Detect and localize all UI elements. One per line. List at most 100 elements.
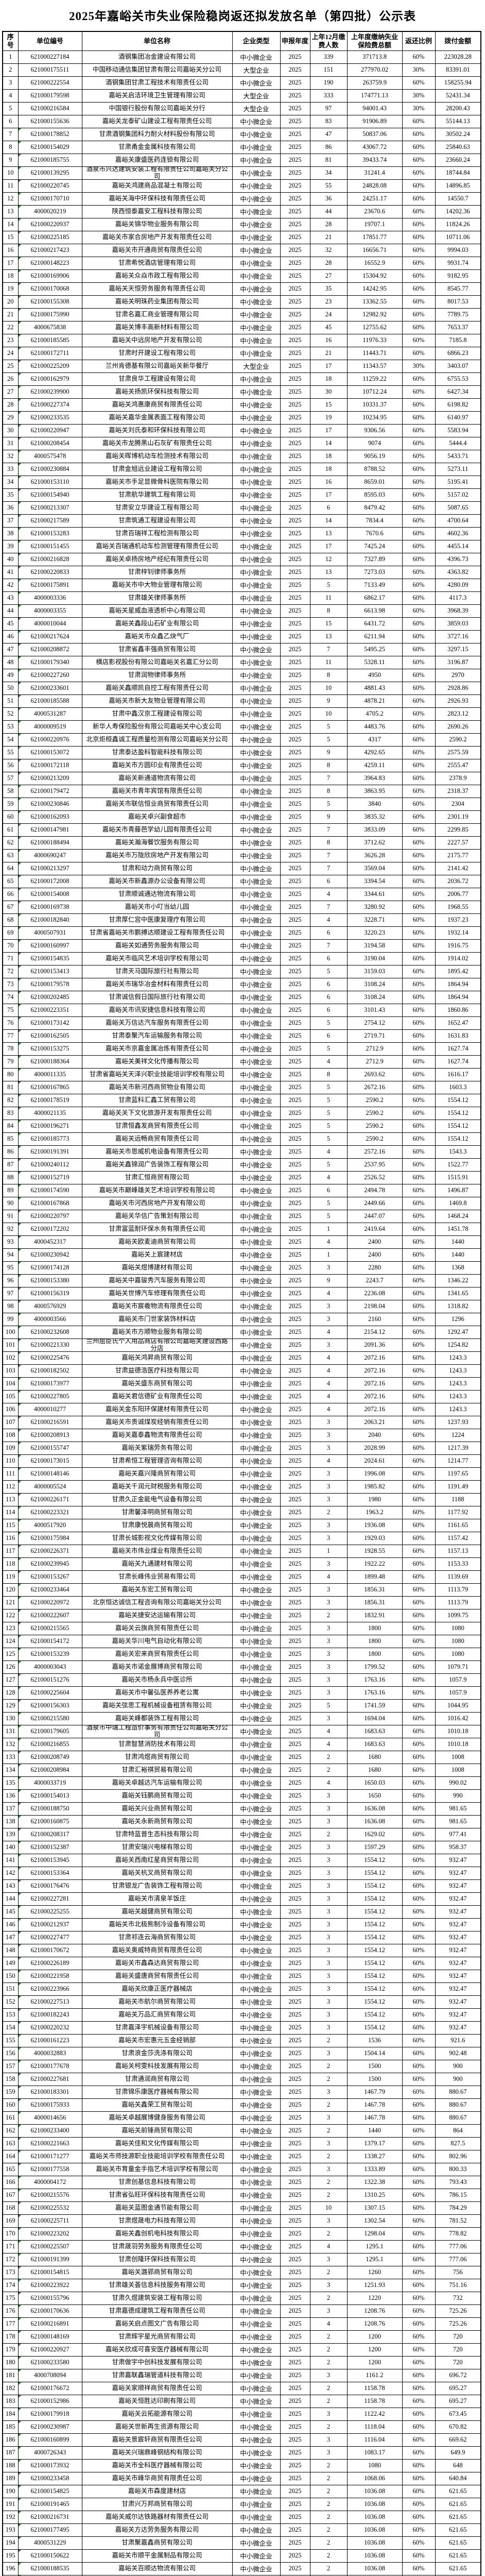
cell-premium-total: 1799.52 [347, 1660, 403, 1674]
cell-people-count: 3 [309, 1956, 348, 1970]
cell-premium-total: 1083.17 [347, 2446, 403, 2460]
cell-enterprise-type: 中小微企业 [232, 1969, 281, 1983]
cell-premium-total: 8788.52 [347, 462, 403, 476]
cell-unit-id: 621000185755 [18, 153, 82, 167]
cell-return-ratio: 60% [402, 256, 436, 270]
cell-row-no: 55 [2, 745, 19, 759]
cell-declare-year: 2025 [280, 308, 310, 321]
cell-premium-total: 1996.08 [347, 1467, 403, 1481]
cell-unit-id: 4000011335 [18, 1067, 82, 1081]
cell-unit-name: 甘肃做宇中创科技发展有限公司 [81, 2355, 233, 2369]
cell-unit-name: 嘉峪关中嘉骏秀汽车服务有限公司 [81, 1274, 233, 1287]
cell-premium-total: 5495.25 [347, 642, 403, 656]
table-row: 25 621000225209 兰州肯德基有限公司嘉峪关新华餐厅 大型企业 2025 17… [2, 359, 481, 373]
cell-premium-total: 2400 [347, 1248, 403, 1262]
cell-return-ratio: 60% [402, 243, 436, 257]
cell-people-count: 4 [309, 1402, 348, 1416]
cell-people-count: 3 [309, 2433, 348, 2447]
cell-premium-total: 6613.98 [347, 604, 403, 618]
cell-paid-amount: 793.43 [435, 2175, 481, 2189]
cell-unit-id: 4000010277 [18, 1402, 82, 1416]
cell-unit-id: 621000154013 [18, 1789, 82, 1803]
cell-declare-year: 2025 [280, 1531, 310, 1545]
cell-paid-amount: 981.65 [435, 1802, 481, 1816]
cell-unit-name: 嘉峪关美祥文化传播有限公司 [81, 1055, 233, 1069]
table-row: 80 4000011335 甘肃省嘉峪关天泽兴职业技能培训学校有限公司 中小微企业 20… [2, 1067, 481, 1081]
cell-paid-amount: 1914.02 [435, 952, 481, 965]
cell-people-count: 3 [309, 1261, 348, 1275]
cell-paid-amount: 7789.75 [435, 308, 481, 321]
table-row: 145 621000225255 嘉峪关越健商贸有限公司 中小微企业 2025 3 1554… [2, 1905, 481, 1919]
cell-unit-id: 621000222554 [18, 76, 82, 90]
cell-return-ratio: 60% [402, 913, 436, 927]
cell-return-ratio: 60% [402, 668, 436, 682]
cell-return-ratio: 60% [402, 2162, 436, 2176]
cell-enterprise-type: 中小微企业 [232, 2085, 281, 2099]
cell-row-no: 194 [2, 2536, 19, 2550]
cell-declare-year: 2025 [280, 1222, 310, 1236]
cell-return-ratio: 60% [402, 192, 436, 206]
cell-unit-name: 嘉峪关市诺金展博商贸有限公司 [81, 1660, 233, 1674]
table-row: 150 621000221958 嘉峪关盛唐商贸有限责任公司 中小微企业 2025 3 15… [2, 1969, 481, 1983]
column-header-paid-amount: 拨付金额 [435, 31, 481, 51]
cell-unit-name: 嘉峪关盛东商贸有限公司 [81, 1377, 233, 1391]
cell-return-ratio: 60% [402, 874, 436, 888]
cell-return-ratio: 60% [402, 1763, 436, 1777]
cell-unit-id: 621000213297 [18, 861, 82, 875]
cell-unit-name: 嘉峪关鑫锦润广告装饰工程有限公司 [81, 1158, 233, 1172]
cell-row-no: 184 [2, 2407, 19, 2421]
cell-row-no: 150 [2, 1969, 19, 1983]
cell-paid-amount: 4602.36 [435, 527, 481, 540]
cell-unit-name: 嘉峪关奥威特商贸有限责任公司 [81, 1943, 233, 1957]
table-row: 27 621000239900 嘉峪关扬凯环保科技有限公司 中小微企业 2025 30 10… [2, 385, 481, 399]
cell-return-ratio: 30% [402, 63, 436, 77]
table-row: 168 621000225532 嘉峪关蓝图金通节能有限公司 中小微企业 2025 10 1… [2, 2201, 481, 2215]
cell-row-no: 20 [2, 295, 19, 309]
cell-enterprise-type: 中小微企业 [232, 372, 281, 386]
cell-row-no: 122 [2, 1608, 19, 1622]
table-row: 71 621000154835 嘉峪关市临风艺术培训学校有限公司 中小微企业 2025 6… [2, 952, 481, 965]
page-title: 2025年嘉峪关市失业保险稳岗返还拟发放名单（第四批）公示表 [69, 10, 416, 23]
table-row: 155 621000161223 嘉峪关市宏惠元五金经销部 中小微企业 2025 2 153… [2, 2033, 481, 2047]
cell-paid-amount: 4396.73 [435, 552, 481, 566]
cell-paid-amount: 1469.8 [435, 1196, 481, 1210]
cell-row-no: 64 [2, 861, 19, 875]
cell-unit-name: 嘉峪关鸿惠康商贸有限责任公司 [81, 398, 233, 412]
cell-enterprise-type: 中小微企业 [232, 1389, 281, 1403]
cell-people-count: 2 [309, 2549, 348, 2563]
cell-enterprise-type: 中小微企业 [232, 1544, 281, 1558]
cell-row-no: 137 [2, 1802, 19, 1816]
cell-unit-name: 横店影视股份有限公司嘉峪关名嘉汇分公司 [81, 655, 233, 669]
cell-unit-id: 621000153110 [18, 475, 82, 489]
cell-paid-amount: 1554.12 [435, 1093, 481, 1107]
table-row: 100 621000232608 嘉峪关市方顺物业服务有限公司 中小微企业 2025 4 2… [2, 1325, 481, 1339]
cell-unit-name: 嘉峪关万品汇商贸有限公司 [81, 2008, 233, 2022]
table-row: 85 621000185773 嘉峪关远畅商贸有限责任公司 中小微企业 2025 5 259… [2, 1132, 481, 1146]
cell-unit-name: 嘉峪关刘氏泰和环保科技有限公司 [81, 423, 233, 437]
cell-row-no: 81 [2, 1080, 19, 1094]
cell-people-count: 3 [309, 1531, 348, 1545]
cell-return-ratio: 60% [402, 2008, 436, 2022]
cell-row-no: 88 [2, 1171, 19, 1184]
cell-unit-id: 621000152387 [18, 1840, 82, 1854]
cell-declare-year: 2025 [280, 1621, 310, 1635]
cell-unit-id: 621000185773 [18, 1132, 82, 1146]
cell-row-no: 75 [2, 1003, 19, 1017]
table-row: 106 4000010277 嘉峪关金东阳环保建材有限责任公司 中小微企业 2025 4 2… [2, 1402, 481, 1416]
cell-unit-id: 4000014656 [18, 2111, 82, 2125]
cell-people-count: 4 [309, 1724, 348, 1738]
cell-paid-amount: 880.67 [435, 2085, 481, 2099]
cell-enterprise-type: 中小微企业 [232, 1686, 281, 1700]
cell-declare-year: 2025 [280, 1016, 310, 1030]
cell-premium-total: 1763.16 [347, 1673, 403, 1687]
cell-unit-name: 嘉峪关卓兴副食超市 [81, 810, 233, 824]
cell-return-ratio: 60% [402, 1789, 436, 1803]
cell-row-no: 171 [2, 2240, 19, 2253]
cell-return-ratio: 60% [402, 2252, 436, 2266]
cell-declare-year: 2025 [280, 1557, 310, 1571]
cell-premium-total: 1307.15 [347, 2201, 403, 2215]
cell-paid-amount: 1139.69 [435, 1570, 481, 1584]
cell-people-count: 3 [309, 1853, 348, 1867]
cell-enterprise-type: 中小微企业 [232, 1866, 281, 1880]
cell-premium-total: 1379.17 [347, 2137, 403, 2150]
